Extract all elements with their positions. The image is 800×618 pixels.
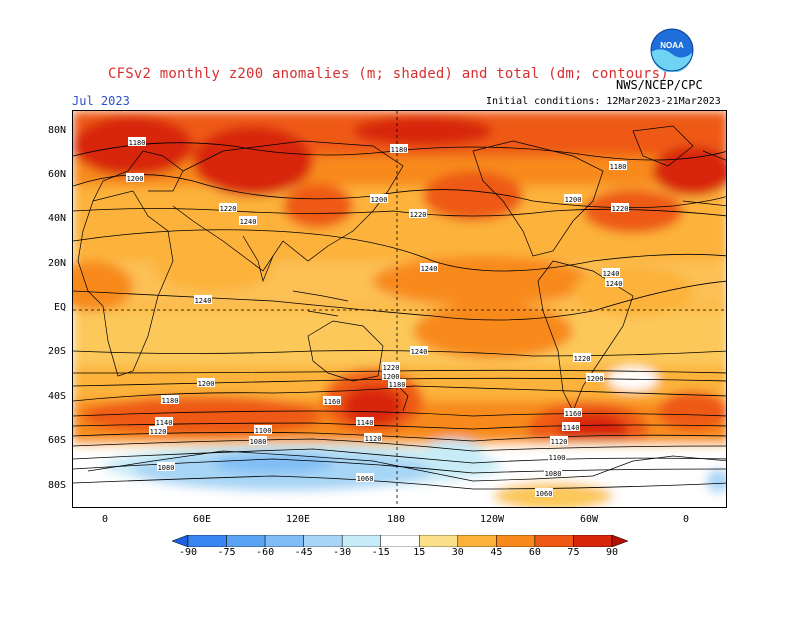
svg-text:1240: 1240 bbox=[606, 280, 623, 288]
colorbar-label: -60 bbox=[256, 547, 275, 558]
svg-text:NOAA: NOAA bbox=[660, 41, 684, 50]
lat-label: 20S bbox=[47, 346, 66, 357]
colorbar-label: 90 bbox=[605, 547, 619, 558]
svg-text:1220: 1220 bbox=[410, 211, 427, 219]
svg-text:1080: 1080 bbox=[545, 470, 562, 478]
svg-text:1240: 1240 bbox=[195, 297, 212, 305]
colorbar-arrow-high bbox=[611, 535, 628, 547]
noaa-logo: NOAA bbox=[650, 28, 694, 72]
colorbar-bin bbox=[303, 535, 343, 547]
colorbar bbox=[172, 535, 628, 547]
svg-text:1200: 1200 bbox=[371, 196, 388, 204]
svg-text:1160: 1160 bbox=[324, 398, 341, 406]
svg-text:1120: 1120 bbox=[551, 438, 568, 446]
svg-text:1180: 1180 bbox=[162, 397, 179, 405]
lat-label: 80N bbox=[47, 125, 66, 136]
initial-conditions: Initial conditions: 12Mar2023-21Mar2023 bbox=[486, 96, 721, 107]
lat-label: 20N bbox=[47, 258, 66, 269]
svg-text:1080: 1080 bbox=[158, 464, 175, 472]
svg-text:1220: 1220 bbox=[612, 205, 629, 213]
lat-label: EQ bbox=[53, 302, 66, 313]
lon-label: 0 bbox=[101, 514, 109, 525]
svg-text:1200: 1200 bbox=[565, 196, 582, 204]
lat-label: 60S bbox=[47, 435, 66, 446]
svg-text:1120: 1120 bbox=[365, 435, 382, 443]
svg-text:1160: 1160 bbox=[565, 410, 582, 418]
agency-label: NWS/NCEP/CPC bbox=[616, 78, 703, 92]
colorbar-bin bbox=[534, 535, 574, 547]
map-panel: 1180 1180 1180 1200 1200 1200 1220 1220 … bbox=[72, 110, 727, 508]
svg-text:1140: 1140 bbox=[563, 424, 580, 432]
lon-label: 60W bbox=[579, 514, 599, 525]
colorbar-label: -30 bbox=[333, 547, 352, 558]
colorbar-label: -45 bbox=[294, 547, 313, 558]
svg-text:1180: 1180 bbox=[610, 163, 627, 171]
lon-label: 180 bbox=[386, 514, 406, 525]
colorbar-label: -90 bbox=[178, 547, 198, 558]
svg-text:1120: 1120 bbox=[150, 428, 167, 436]
lon-label: 0 bbox=[682, 514, 690, 525]
svg-text:1180: 1180 bbox=[389, 381, 406, 389]
svg-text:1220: 1220 bbox=[574, 355, 591, 363]
svg-text:1100: 1100 bbox=[549, 454, 566, 462]
colorbar-bin bbox=[496, 535, 536, 547]
svg-text:1140: 1140 bbox=[156, 419, 173, 427]
colorbar-bin bbox=[341, 535, 381, 547]
colorbar-label: 60 bbox=[528, 547, 541, 558]
lat-label: 40S bbox=[47, 391, 66, 402]
colorbar-label: 45 bbox=[490, 547, 503, 558]
svg-text:1240: 1240 bbox=[240, 218, 257, 226]
svg-text:1060: 1060 bbox=[536, 490, 553, 498]
colorbar-bin bbox=[226, 535, 266, 547]
forecast-period: Jul 2023 bbox=[72, 94, 130, 108]
svg-text:1200: 1200 bbox=[587, 375, 604, 383]
chart-title: CFSv2 monthly z200 anomalies (m; shaded)… bbox=[108, 66, 669, 82]
svg-text:1240: 1240 bbox=[603, 270, 620, 278]
lon-label: 60E bbox=[192, 514, 212, 525]
colorbar-bin bbox=[380, 535, 420, 547]
colorbar-arrow-low bbox=[172, 535, 189, 547]
colorbar-bin bbox=[187, 535, 227, 547]
contours bbox=[73, 142, 726, 490]
svg-text:1220: 1220 bbox=[383, 364, 400, 372]
lat-label: 40N bbox=[47, 213, 66, 224]
colorbar-bin bbox=[264, 535, 304, 547]
svg-text:1220: 1220 bbox=[220, 205, 237, 213]
colorbar-label: -15 bbox=[371, 547, 390, 558]
lat-label: 60N bbox=[47, 169, 66, 180]
colorbar-label: 15 bbox=[413, 547, 426, 558]
lon-label: 120W bbox=[479, 514, 505, 525]
colorbar-bin bbox=[457, 535, 497, 547]
svg-text:1200: 1200 bbox=[198, 380, 215, 388]
colorbar-label: 30 bbox=[451, 547, 464, 558]
svg-text:1200: 1200 bbox=[383, 373, 400, 381]
colorbar-bin bbox=[419, 535, 459, 547]
svg-text:1140: 1140 bbox=[357, 419, 374, 427]
colorbar-label: -75 bbox=[217, 547, 236, 558]
svg-text:1240: 1240 bbox=[421, 265, 438, 273]
svg-text:1100: 1100 bbox=[255, 427, 272, 435]
contour-labels: 1180 1180 1180 1200 1200 1200 1220 1220 … bbox=[126, 137, 629, 498]
svg-text:1240: 1240 bbox=[411, 348, 428, 356]
svg-text:1180: 1180 bbox=[391, 146, 408, 154]
anomaly-map: 1180 1180 1180 1200 1200 1200 1220 1220 … bbox=[73, 111, 726, 507]
lon-label: 120E bbox=[285, 514, 311, 525]
svg-text:1200: 1200 bbox=[127, 175, 144, 183]
svg-text:1180: 1180 bbox=[129, 139, 146, 147]
lat-label: 80S bbox=[47, 480, 66, 491]
svg-text:1060: 1060 bbox=[357, 475, 374, 483]
svg-text:1080: 1080 bbox=[250, 438, 267, 446]
colorbar-bin bbox=[573, 535, 613, 547]
colorbar-label: 75 bbox=[567, 547, 580, 558]
